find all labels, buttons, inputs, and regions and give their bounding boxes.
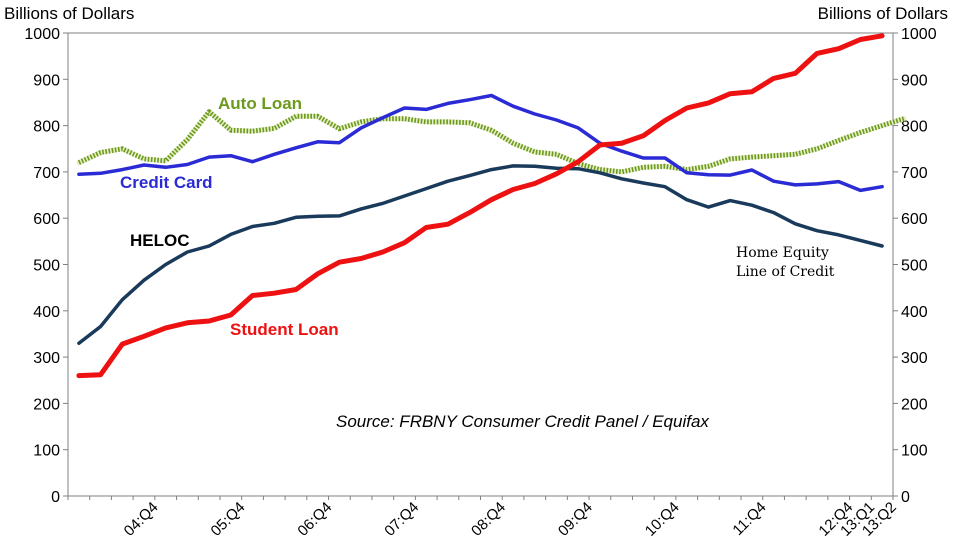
- series-line-auto-loan: [77, 109, 905, 175]
- left-y-tick-label: 500: [33, 258, 60, 275]
- series-line-credit-card: [77, 93, 884, 193]
- series-layer: [76, 33, 907, 379]
- annotation-line-2: Line of Credit: [736, 264, 835, 280]
- left-y-tick-label: 300: [33, 350, 60, 367]
- x-tick-label: 06:Q4: [294, 499, 335, 540]
- right-y-tick-label: 400: [901, 304, 928, 321]
- left-y-tick-label: 0: [51, 489, 60, 506]
- x-tick-label: 11:Q4: [729, 499, 769, 539]
- right-y-tick-label: 100: [901, 443, 928, 460]
- right-y-tick-label: 300: [901, 350, 928, 367]
- right-y-tick-label: 900: [901, 72, 928, 89]
- left-y-tick-label: 100: [33, 443, 60, 460]
- left-y-tick-label: 400: [33, 304, 60, 321]
- right-y-tick-label: 700: [901, 165, 928, 182]
- x-tick-label: 05:Q4: [208, 499, 249, 540]
- x-tick-label: 07:Q4: [381, 499, 422, 540]
- source-note: Source: FRBNY Consumer Credit Panel / Eq…: [336, 412, 709, 431]
- right-y-tick-label: 1000: [901, 26, 937, 43]
- axes-frame: 0 0 100 100 200 200 300 300 400 400 500 500 600 600 70…: [24, 26, 936, 540]
- right-axis-unit-label: Billions of Dollars: [817, 4, 948, 23]
- left-y-tick-label: 600: [33, 211, 60, 228]
- left-y-tick-label: 800: [33, 119, 60, 136]
- series-label-auto-loan: Auto Loan: [218, 94, 302, 113]
- left-y-tick-label: 1000: [24, 26, 60, 43]
- left-y-tick-label: 900: [33, 72, 60, 89]
- left-y-tick-label: 200: [33, 396, 60, 413]
- x-tick-label: 10:Q4: [642, 499, 683, 540]
- series-line-student-loan: [76, 33, 885, 379]
- right-y-tick-label: 200: [901, 396, 928, 413]
- series-label-student-loan: Student Loan: [230, 320, 339, 339]
- left-y-tick-label: 700: [33, 165, 60, 182]
- x-tick-label: 09:Q4: [555, 499, 596, 540]
- right-y-tick-label: 500: [901, 258, 928, 275]
- annotation-line-1: Home Equity: [736, 245, 829, 261]
- series-label-heloc: HELOC: [130, 231, 190, 250]
- right-y-tick-label: 600: [901, 211, 928, 228]
- series-label-credit-card: Credit Card: [120, 173, 213, 192]
- x-tick-label: 04:Q4: [121, 499, 162, 540]
- left-axis-unit-label: Billions of Dollars: [4, 4, 135, 23]
- x-tick-label: 08:Q4: [468, 499, 509, 540]
- right-y-tick-label: 800: [901, 119, 928, 136]
- series-line-heloc: [77, 164, 884, 345]
- right-y-tick-label: 0: [901, 489, 910, 506]
- series-line-auto-loan-halo: [76, 109, 907, 175]
